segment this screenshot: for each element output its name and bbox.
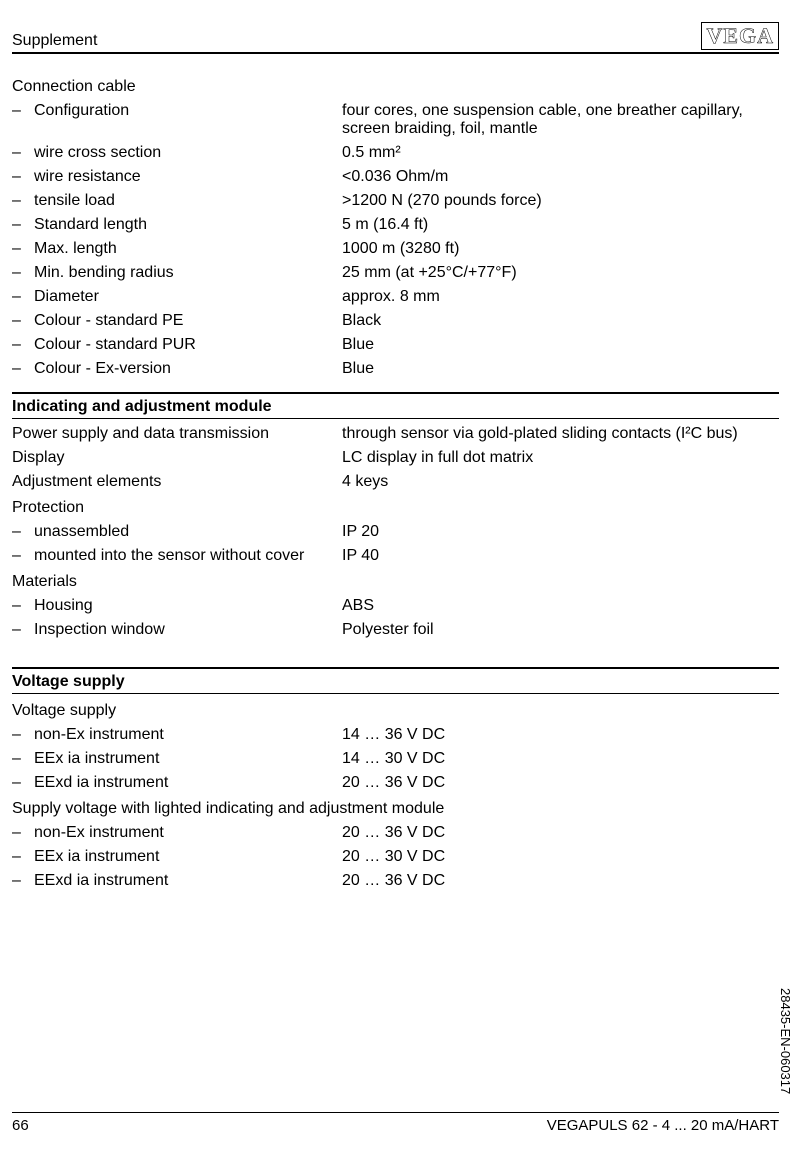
spec-value: 4 keys [342, 473, 779, 491]
spec-row: Configurationfour cores, one suspension … [12, 102, 779, 138]
spec-label: EExd ia instrument [12, 872, 342, 890]
spec-row: EExd ia instrument20 … 36 V DC [12, 774, 779, 792]
document-id-side: 28435-EN-060317 [778, 988, 791, 1094]
spec-label: non-Ex instrument [12, 726, 342, 744]
spec-value: 20 … 36 V DC [342, 824, 779, 842]
spec-value: four cores, one suspension cable, one br… [342, 102, 779, 138]
spec-value: >1200 N (270 pounds force) [342, 192, 779, 210]
spec-row: Inspection windowPolyester foil [12, 621, 779, 639]
voltage-section-header: Voltage supply [12, 667, 779, 694]
spec-value: Blue [342, 360, 779, 378]
spec-row: HousingABS [12, 597, 779, 615]
spec-label: EEx ia instrument [12, 848, 342, 866]
spec-value: 20 … 36 V DC [342, 872, 779, 890]
spec-label: Housing [12, 597, 342, 615]
company-logo: VEGA [701, 22, 779, 50]
spec-label: non-Ex instrument [12, 824, 342, 842]
spec-row: tensile load>1200 N (270 pounds force) [12, 192, 779, 210]
spec-label: EExd ia instrument [12, 774, 342, 792]
spec-label: wire resistance [12, 168, 342, 186]
spec-label: Display [12, 449, 342, 467]
spec-label: Diameter [12, 288, 342, 306]
spec-row: DisplayLC display in full dot matrix [12, 449, 779, 467]
spec-label: Colour - standard PE [12, 312, 342, 330]
spec-value: 1000 m (3280 ft) [342, 240, 779, 258]
page-footer: 66 VEGAPULS 62 - 4 ... 20 mA/HART [12, 1112, 779, 1134]
spec-label: Configuration [12, 102, 342, 138]
spec-label: EEx ia instrument [12, 750, 342, 768]
spec-row: Min. bending radius25 mm (at +25°C/+77°F… [12, 264, 779, 282]
spec-row: Colour - standard PURBlue [12, 336, 779, 354]
spec-value: 0.5 mm² [342, 144, 779, 162]
spec-label: Colour - standard PUR [12, 336, 342, 354]
spec-value: 14 … 30 V DC [342, 750, 779, 768]
spec-value: approx. 8 mm [342, 288, 779, 306]
spec-label: Power supply and data transmission [12, 425, 342, 443]
connection-cable-title: Connection cable [12, 78, 779, 96]
spec-value: IP 20 [342, 523, 779, 541]
spec-row: EEx ia instrument20 … 30 V DC [12, 848, 779, 866]
spec-row: mounted into the sensor without coverIP … [12, 547, 779, 565]
spec-row: non-Ex instrument14 … 36 V DC [12, 726, 779, 744]
spec-value: <0.036 Ohm/m [342, 168, 779, 186]
spec-value: ABS [342, 597, 779, 615]
spec-row: Colour - standard PEBlack [12, 312, 779, 330]
spec-value: IP 40 [342, 547, 779, 565]
spec-row: Diameterapprox. 8 mm [12, 288, 779, 306]
page-number: 66 [12, 1117, 29, 1134]
spec-row: Adjustment elements4 keys [12, 473, 779, 491]
spec-value: Blue [342, 336, 779, 354]
spec-row: wire cross section0.5 mm² [12, 144, 779, 162]
indicating-section-header: Indicating and adjustment module [12, 392, 779, 419]
spec-label: wire cross section [12, 144, 342, 162]
protection-subhead: Protection [12, 499, 779, 517]
spec-label: Inspection window [12, 621, 342, 639]
spec-row: EEx ia instrument14 … 30 V DC [12, 750, 779, 768]
spec-row: unassembledIP 20 [12, 523, 779, 541]
spec-label: Standard length [12, 216, 342, 234]
spec-row: wire resistance<0.036 Ohm/m [12, 168, 779, 186]
logo-text: VEGA [701, 22, 779, 50]
spec-label: Max. length [12, 240, 342, 258]
page-header: Supplement VEGA [12, 22, 779, 54]
spec-value: through sensor via gold-plated sliding c… [342, 425, 779, 443]
spec-row: EExd ia instrument20 … 36 V DC [12, 872, 779, 890]
spec-label: Colour - Ex-version [12, 360, 342, 378]
spec-value: 25 mm (at +25°C/+77°F) [342, 264, 779, 282]
spec-value: 5 m (16.4 ft) [342, 216, 779, 234]
spec-value: LC display in full dot matrix [342, 449, 779, 467]
spec-value: Black [342, 312, 779, 330]
voltage-sub2: Supply voltage with lighted indicating a… [12, 800, 779, 818]
spec-row: Standard length5 m (16.4 ft) [12, 216, 779, 234]
spec-label: Min. bending radius [12, 264, 342, 282]
footer-doc: VEGAPULS 62 - 4 ... 20 mA/HART [547, 1117, 779, 1134]
spec-label: Adjustment elements [12, 473, 342, 491]
spec-row: Colour - Ex-versionBlue [12, 360, 779, 378]
spec-label: unassembled [12, 523, 342, 541]
spec-row: Max. length1000 m (3280 ft) [12, 240, 779, 258]
spec-value: Polyester foil [342, 621, 779, 639]
header-title: Supplement [12, 32, 97, 50]
materials-subhead: Materials [12, 573, 779, 591]
spec-value: 20 … 30 V DC [342, 848, 779, 866]
spec-label: tensile load [12, 192, 342, 210]
spec-row: non-Ex instrument20 … 36 V DC [12, 824, 779, 842]
spec-value: 20 … 36 V DC [342, 774, 779, 792]
spec-row: Power supply and data transmissionthroug… [12, 425, 779, 443]
voltage-sub1: Voltage supply [12, 702, 779, 720]
spec-value: 14 … 36 V DC [342, 726, 779, 744]
spec-label: mounted into the sensor without cover [12, 547, 342, 565]
